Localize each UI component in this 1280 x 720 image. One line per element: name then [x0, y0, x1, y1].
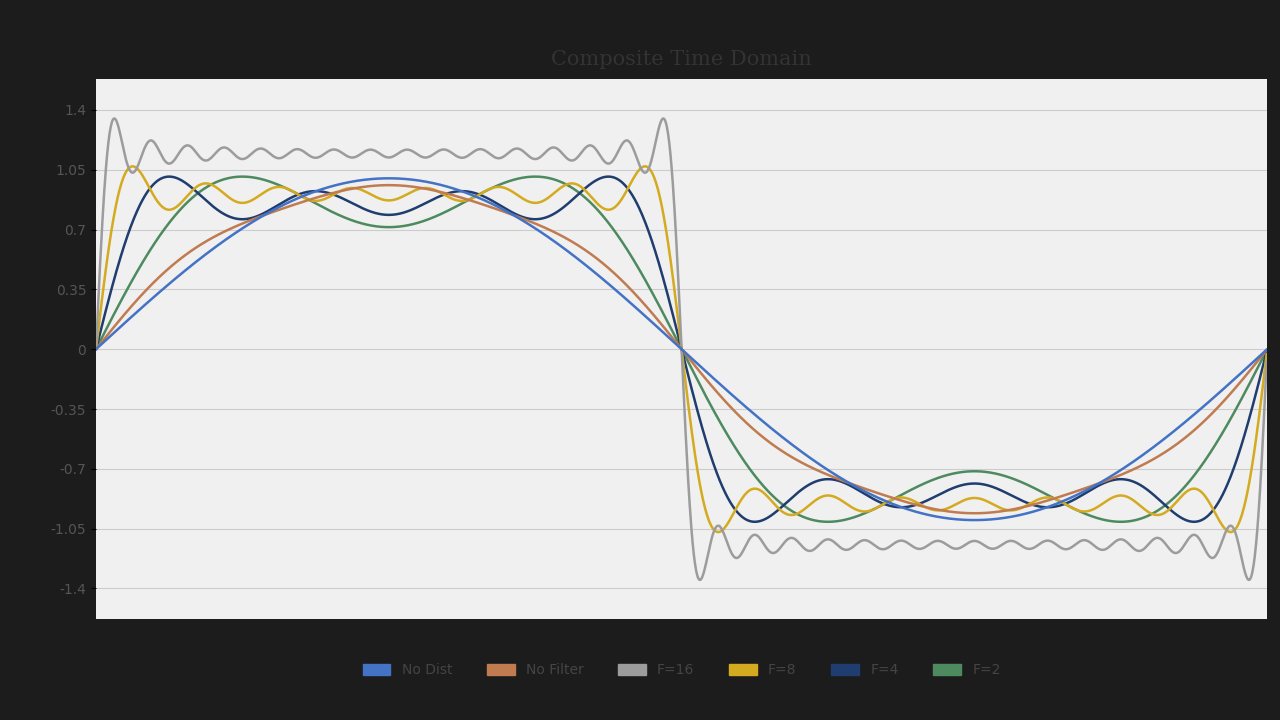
Title: Composite Time Domain: Composite Time Domain — [552, 50, 812, 69]
Legend: No Dist, No Filter, F=16, F=8, F=4, F=2: No Dist, No Filter, F=16, F=8, F=4, F=2 — [362, 663, 1001, 677]
